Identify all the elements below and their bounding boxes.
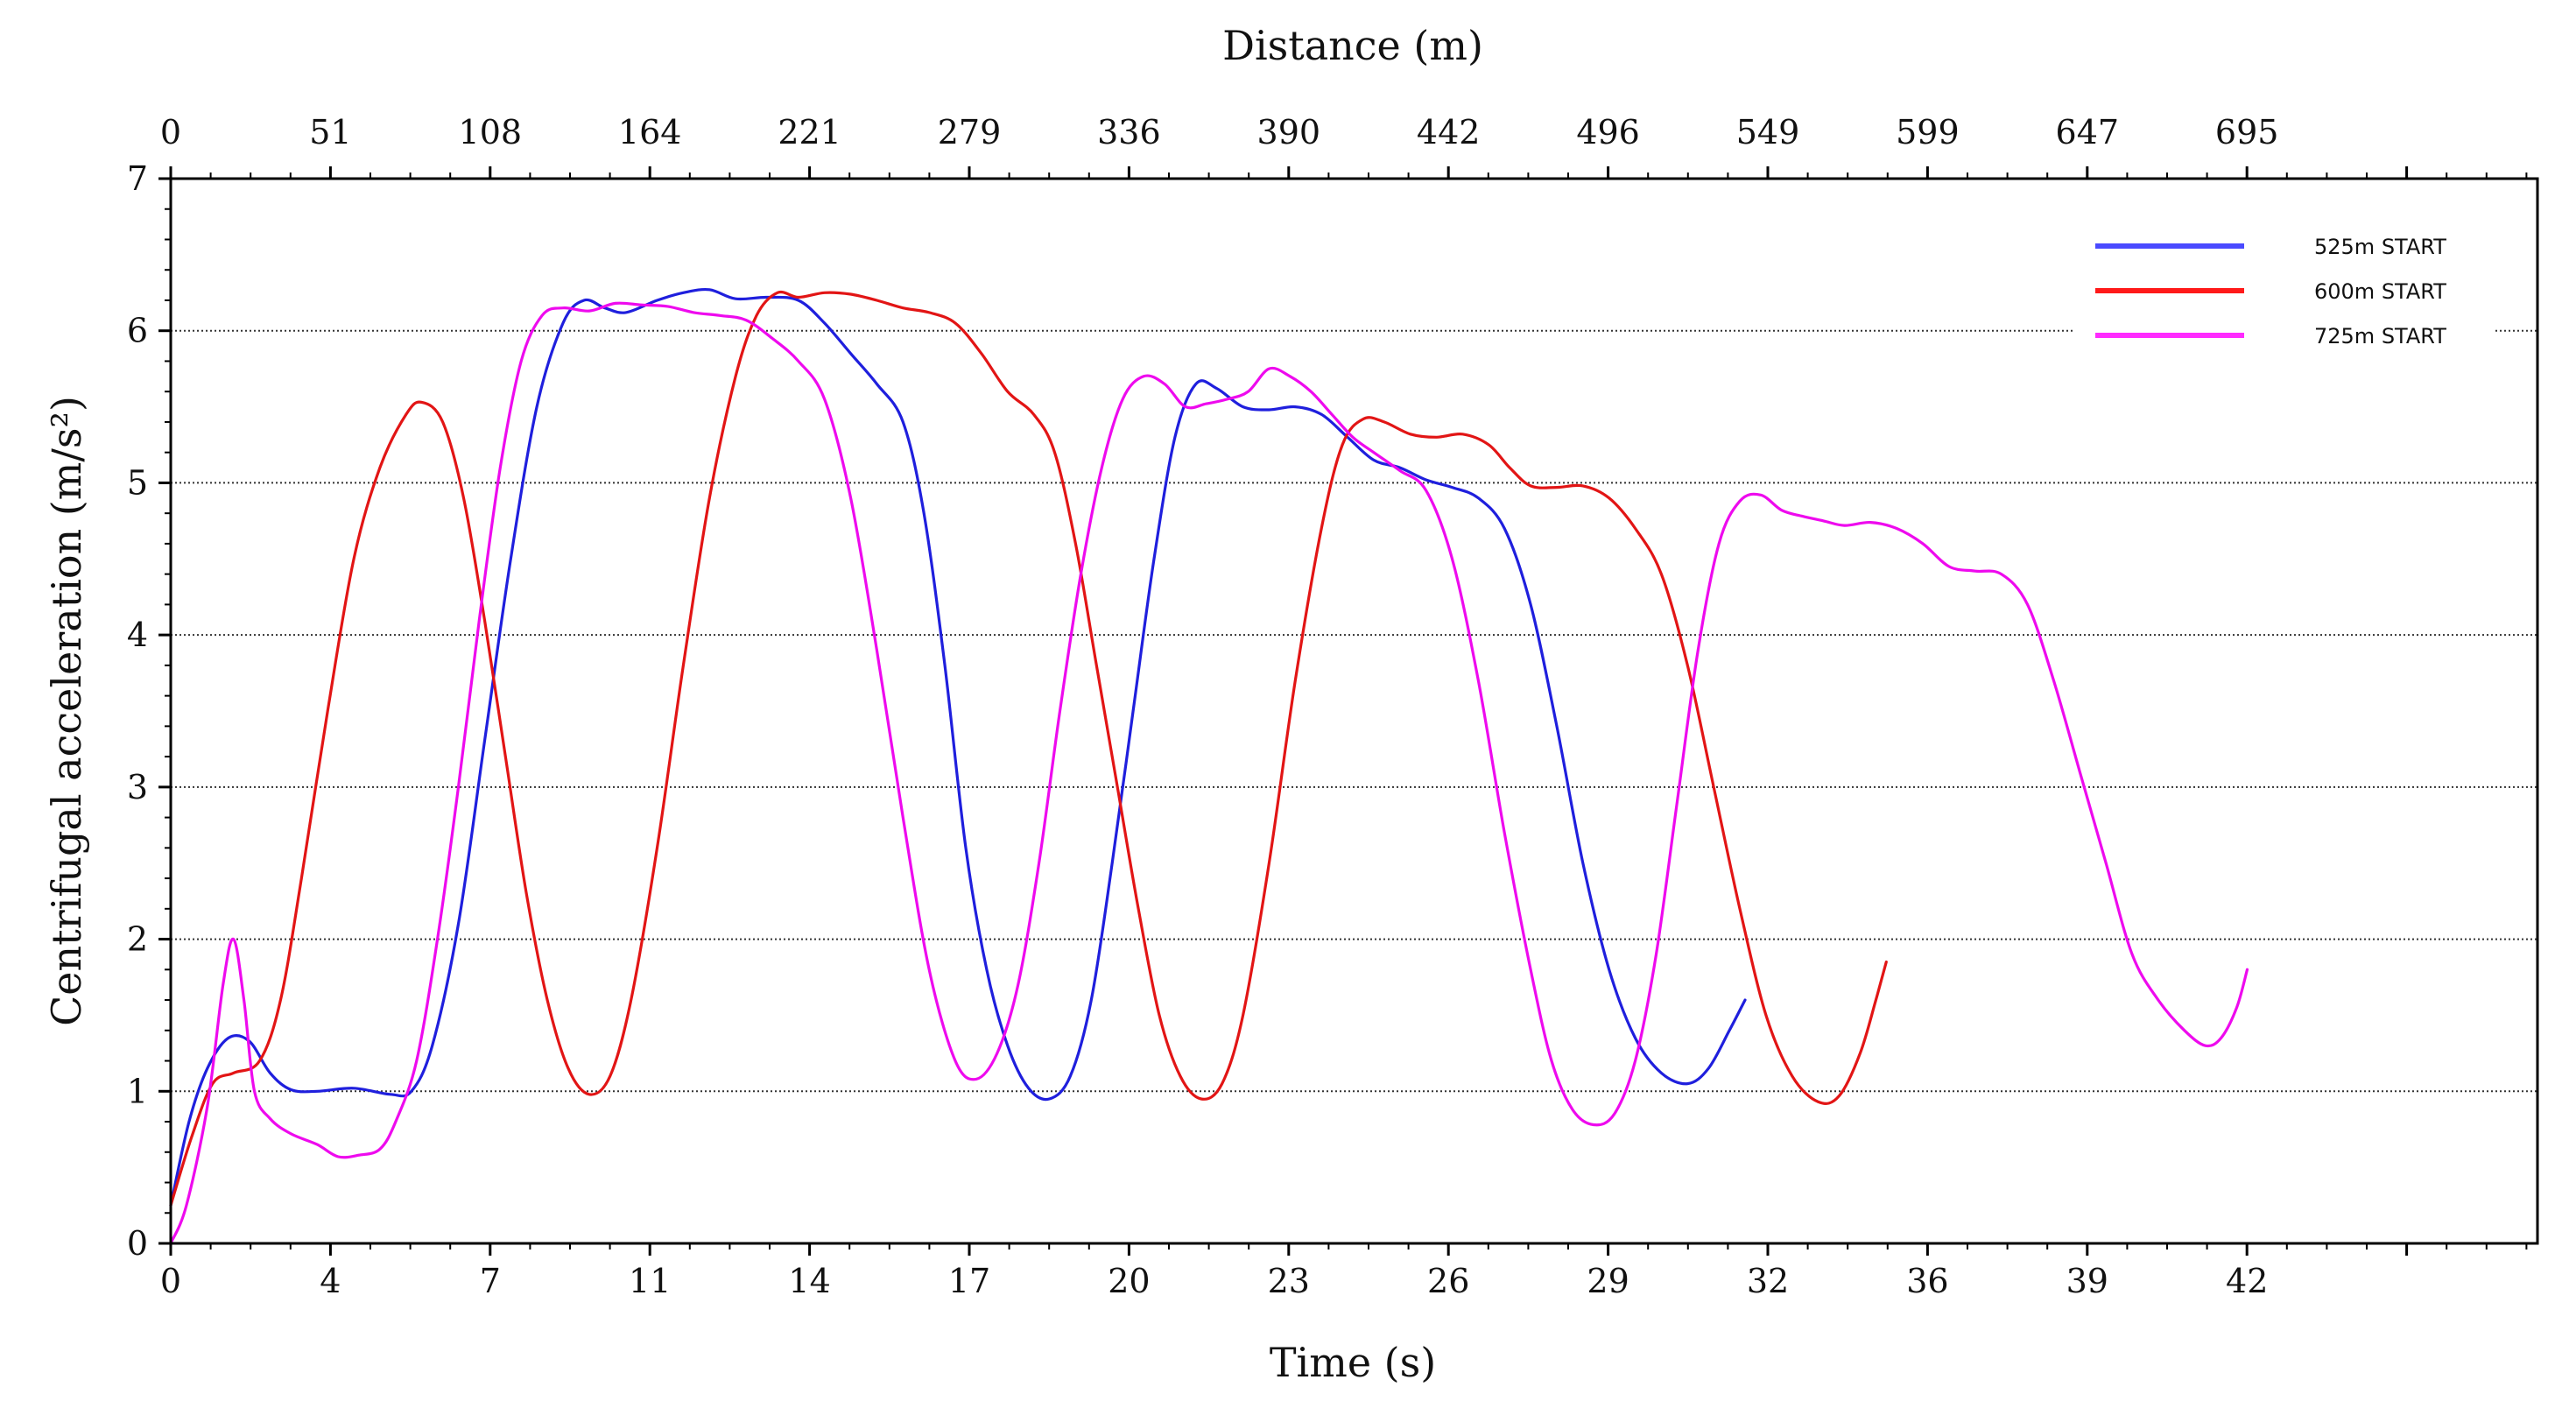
y-tick-label-7: 7 [127,159,148,198]
y-tick-label-2: 2 [127,920,148,959]
y-tick-label-6: 6 [127,312,148,350]
top-tick-label-390: 390 [1257,113,1321,151]
x-tick-label-42: 42 [2226,1262,2268,1300]
x-tick-label-17: 17 [948,1262,990,1300]
plot-frame [169,177,2539,1245]
legend-label-725m-start: 725m START [2314,324,2446,348]
x-tick-label-14: 14 [788,1262,830,1300]
legend-label-525m-start: 525m START [2314,235,2446,259]
left-axis-ticks: 0 1 2 3 4 5 6 7 [127,159,171,1263]
grid-lines [171,329,2537,1093]
top-tick-label-549: 549 [1736,113,1800,151]
series-lines [169,287,2249,1245]
top-tick-label-221: 221 [778,113,841,151]
x-axis-title: Time (s) [1270,1339,1436,1386]
top-tick-label-279: 279 [938,113,1002,151]
bottom-axis-ticks: 0 4 7 11 14 17 20 23 26 29 32 36 39 42 [160,1243,2528,1300]
x-tick-label-26: 26 [1427,1262,1469,1300]
x-tick-label-7: 7 [480,1262,501,1300]
top-axis-ticks: 0 51 108 164 221 279 336 390 442 496 549 599 647 695 [160,113,2528,179]
legend: 525m START 600m START 725m START [2075,219,2495,359]
y-tick-label-5: 5 [127,463,148,502]
series-line-725m-start [169,301,2249,1245]
x-tick-label-20: 20 [1108,1262,1150,1300]
y-tick-label-0: 0 [127,1224,148,1263]
x-tick-label-11: 11 [629,1262,671,1300]
top-tick-label-164: 164 [618,113,682,151]
top-tick-label-496: 496 [1576,113,1640,151]
top-tick-label-442: 442 [1417,113,1481,151]
top-tick-label-695: 695 [2215,113,2279,151]
top-tick-label-647: 647 [2056,113,2120,151]
y-axis-title: Centrifugal acceleration (m/s²) [43,396,90,1026]
x-tick-label-4: 4 [320,1262,341,1300]
x-tick-label-39: 39 [2066,1262,2108,1300]
x-tick-label-0: 0 [160,1262,181,1300]
y-tick-label-4: 4 [127,616,148,654]
legend-label-600m-start: 600m START [2314,279,2446,304]
y-tick-label-3: 3 [127,768,148,806]
top-axis-title: Distance (m) [1222,22,1483,69]
x-tick-label-32: 32 [1747,1262,1789,1300]
top-tick-label-599: 599 [1896,113,1960,151]
y-tick-label-1: 1 [127,1072,148,1110]
top-tick-label-336: 336 [1097,113,1161,151]
top-tick-label-108: 108 [459,113,523,151]
series-line-525m-start [169,287,1747,1207]
x-tick-label-36: 36 [1906,1262,1948,1300]
x-tick-label-23: 23 [1268,1262,1310,1300]
x-tick-label-29: 29 [1587,1262,1629,1300]
series-line-600m-start [169,290,1888,1207]
top-tick-label-0: 0 [160,113,181,151]
top-tick-label-51: 51 [309,113,351,151]
